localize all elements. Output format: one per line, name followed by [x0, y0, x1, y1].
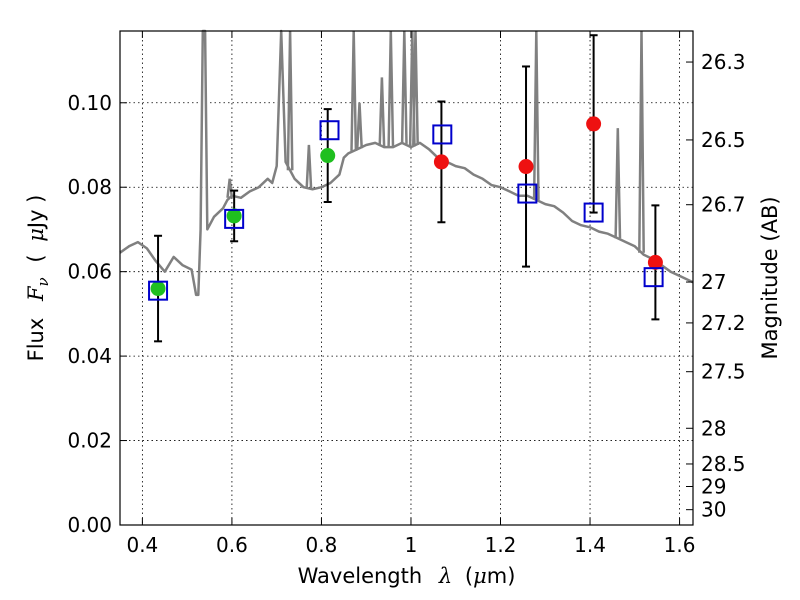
plot-frame [119, 30, 694, 526]
x-tick-label: 0.4 [126, 533, 158, 557]
x-tick-label: 1.2 [485, 533, 517, 557]
x-tick-label: 1 [405, 533, 418, 557]
red-data-point [518, 159, 534, 175]
y-tick-label: 0.10 [67, 91, 112, 115]
photometry-points [150, 116, 663, 297]
y2-tick-label: 28 [701, 416, 726, 440]
y-tick-label: 0.06 [67, 260, 112, 284]
y-axis-fnu-subscript: ν [34, 277, 52, 286]
x-axis-unit-rest: m) [487, 564, 516, 588]
model-photometry-boxes [148, 120, 664, 301]
right-axis-label: Magnitude (AB) [758, 196, 782, 359]
x-tick-label: 1.4 [574, 533, 606, 557]
red-data-point [647, 254, 663, 270]
emission-line [412, 30, 419, 146]
emission-line [356, 102, 363, 149]
x-tick-label: 0.6 [216, 533, 248, 557]
x-axis-label-text: Wavelength [298, 564, 423, 588]
y-axis-label-text: Flux [24, 318, 48, 362]
emission-line [532, 30, 540, 200]
y-tick-label: 0.00 [67, 513, 112, 537]
model-box [432, 124, 453, 145]
y-axis-unit-open: ( [24, 254, 48, 262]
y-axis-label: Flux Fν ( μJy ) [24, 195, 53, 362]
y-axis-unit-mu: μ [24, 228, 48, 242]
emission-line [387, 30, 395, 148]
y-tick-label: 0.02 [67, 429, 112, 453]
y2-tick-label: 27 [701, 270, 726, 294]
green-data-point [320, 148, 336, 164]
emission-line [286, 30, 294, 171]
x-axis-label: Wavelength λ (μm) [298, 564, 516, 588]
model-box [319, 120, 340, 141]
y2-tick-label: 27.2 [701, 311, 746, 335]
y2-tick-label: 27.5 [701, 360, 746, 384]
emission-line [378, 77, 386, 147]
y-axis-unit-rest: Jy ) [24, 195, 48, 231]
emission-line [638, 30, 645, 253]
y2-tick-label: 28.5 [701, 452, 746, 476]
red-data-point [586, 116, 602, 132]
y2-tick-label: 29 [701, 474, 726, 498]
red-data-point [433, 154, 449, 170]
model-spectrum [119, 29, 694, 297]
model-box [643, 267, 664, 288]
model-box [148, 280, 169, 301]
y-axis-fnu: F [24, 285, 48, 302]
axis-ticks: 0.4 0.6 0.8 1 1.2 1.4 1.6 0.00 0.02 0.04 0.06 0.08 0… [67, 31, 746, 557]
green-data-point [226, 208, 242, 224]
x-axis-lambda: λ [438, 564, 452, 588]
y2-tick-label: 30 [701, 498, 726, 522]
emission-line [614, 128, 622, 239]
emission-line [305, 144, 313, 189]
model-box [517, 183, 538, 204]
emission-line [400, 30, 408, 144]
emission-line [350, 30, 358, 151]
x-tick-label: 1.6 [664, 533, 696, 557]
y2-tick-label: 26.3 [701, 50, 746, 74]
model-box [224, 208, 245, 229]
model-box [583, 202, 604, 223]
y2-tick-label: 26.5 [701, 128, 746, 152]
green-data-point [150, 281, 166, 297]
spectrum-line [119, 29, 694, 297]
y-tick-label: 0.04 [67, 344, 112, 368]
emission-line [226, 178, 234, 198]
x-axis-unit-open: ( [465, 564, 473, 588]
x-axis-unit-mu: μ [473, 564, 487, 588]
x-tick-label: 0.8 [306, 533, 338, 557]
y2-tick-label: 26.7 [701, 193, 746, 217]
y-tick-label: 0.08 [67, 175, 112, 199]
